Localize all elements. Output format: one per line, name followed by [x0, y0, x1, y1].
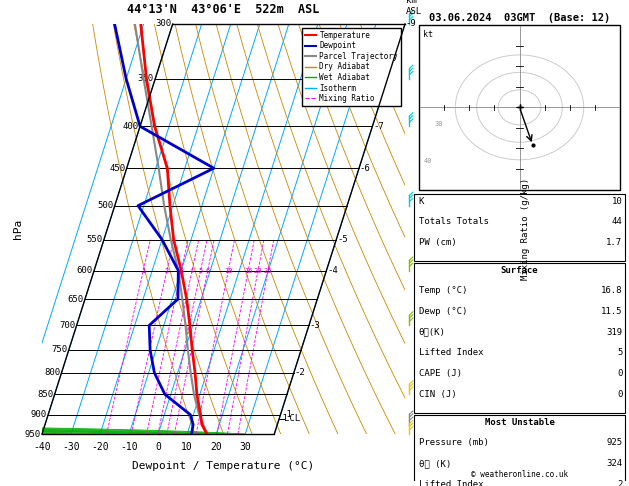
- Text: 03.06.2024  03GMT  (Base: 12): 03.06.2024 03GMT (Base: 12): [429, 13, 610, 23]
- Text: 600: 600: [77, 266, 92, 275]
- Text: 2: 2: [165, 268, 169, 274]
- Text: 950: 950: [25, 430, 40, 438]
- Text: 650: 650: [67, 295, 84, 304]
- Text: Pressure (mb): Pressure (mb): [419, 438, 489, 447]
- FancyBboxPatch shape: [415, 415, 625, 486]
- Legend: Temperature, Dewpoint, Parcel Trajectory, Dry Adiabat, Wet Adiabat, Isotherm, Mi: Temperature, Dewpoint, Parcel Trajectory…: [302, 28, 401, 106]
- FancyBboxPatch shape: [415, 263, 625, 413]
- Text: 700: 700: [59, 321, 75, 330]
- Text: 350: 350: [138, 74, 153, 83]
- Text: 2: 2: [617, 480, 623, 486]
- Text: Temp (°C): Temp (°C): [419, 286, 467, 295]
- Text: 3: 3: [179, 268, 184, 274]
- Text: 10: 10: [611, 197, 623, 206]
- Text: 16.8: 16.8: [601, 286, 623, 295]
- Text: Dewp (°C): Dewp (°C): [419, 307, 467, 316]
- Text: Mixing Ratio (g/kg): Mixing Ratio (g/kg): [521, 178, 530, 280]
- Text: kt: kt: [423, 30, 433, 39]
- Text: 324: 324: [606, 459, 623, 468]
- Text: Most Unstable: Most Unstable: [484, 417, 554, 427]
- Text: 16: 16: [244, 268, 252, 274]
- Text: 550: 550: [86, 235, 103, 244]
- Text: CIN (J): CIN (J): [419, 390, 457, 399]
- Text: 800: 800: [44, 368, 60, 377]
- Text: Totals Totals: Totals Totals: [419, 217, 489, 226]
- Text: CAPE (J): CAPE (J): [419, 369, 462, 378]
- Text: θᴄ(K): θᴄ(K): [419, 328, 445, 337]
- Text: Lifted Index: Lifted Index: [419, 480, 483, 486]
- Text: 44: 44: [611, 217, 623, 226]
- Text: -3: -3: [310, 321, 321, 330]
- Text: 20: 20: [253, 268, 262, 274]
- Text: 1: 1: [141, 268, 145, 274]
- Text: -30: -30: [62, 442, 80, 452]
- Text: 30: 30: [434, 121, 443, 127]
- Text: 11.5: 11.5: [601, 307, 623, 316]
- Text: 30: 30: [240, 442, 251, 452]
- Text: 0: 0: [617, 369, 623, 378]
- Text: 0: 0: [617, 390, 623, 399]
- Text: Dewpoint / Temperature (°C): Dewpoint / Temperature (°C): [132, 461, 314, 470]
- Text: 319: 319: [606, 328, 623, 337]
- Text: 0: 0: [155, 442, 161, 452]
- Text: -2: -2: [294, 368, 306, 377]
- Text: 900: 900: [31, 410, 47, 419]
- Text: -20: -20: [91, 442, 109, 452]
- Text: 300: 300: [155, 19, 171, 29]
- Text: 750: 750: [51, 346, 67, 354]
- Text: 5: 5: [617, 348, 623, 358]
- Text: © weatheronline.co.uk: © weatheronline.co.uk: [471, 469, 568, 479]
- Text: Lifted Index: Lifted Index: [419, 348, 483, 358]
- Text: 925: 925: [606, 438, 623, 447]
- Text: hPa: hPa: [13, 219, 23, 239]
- Text: 10: 10: [224, 268, 233, 274]
- Text: K: K: [419, 197, 424, 206]
- Text: -4: -4: [327, 266, 338, 275]
- FancyBboxPatch shape: [419, 25, 620, 190]
- FancyBboxPatch shape: [415, 194, 625, 261]
- Text: 40: 40: [423, 158, 431, 164]
- Text: -9: -9: [406, 19, 416, 29]
- Text: -5: -5: [337, 235, 348, 244]
- Text: -6: -6: [360, 164, 370, 173]
- Text: 5: 5: [199, 268, 203, 274]
- Text: 450: 450: [109, 164, 125, 173]
- Text: -10: -10: [120, 442, 138, 452]
- Text: 400: 400: [123, 122, 138, 131]
- Text: -8: -8: [388, 74, 399, 83]
- Text: 6: 6: [206, 268, 210, 274]
- Text: -40: -40: [33, 442, 51, 452]
- Text: 850: 850: [37, 390, 53, 399]
- Text: -7: -7: [373, 122, 384, 131]
- Text: -1: -1: [281, 410, 292, 419]
- Text: km
ASL: km ASL: [406, 0, 422, 16]
- Text: 44°13'N  43°06'E  522m  ASL: 44°13'N 43°06'E 522m ASL: [127, 3, 320, 16]
- Text: LCL: LCL: [284, 414, 300, 423]
- Text: Surface: Surface: [501, 266, 538, 275]
- Text: θᴄ (K): θᴄ (K): [419, 459, 451, 468]
- Text: 25: 25: [264, 268, 272, 274]
- Text: 20: 20: [210, 442, 222, 452]
- Text: PW (cm): PW (cm): [419, 238, 457, 247]
- Text: 1.7: 1.7: [606, 238, 623, 247]
- Text: 500: 500: [97, 201, 113, 210]
- Text: 4: 4: [190, 268, 194, 274]
- Text: 10: 10: [181, 442, 193, 452]
